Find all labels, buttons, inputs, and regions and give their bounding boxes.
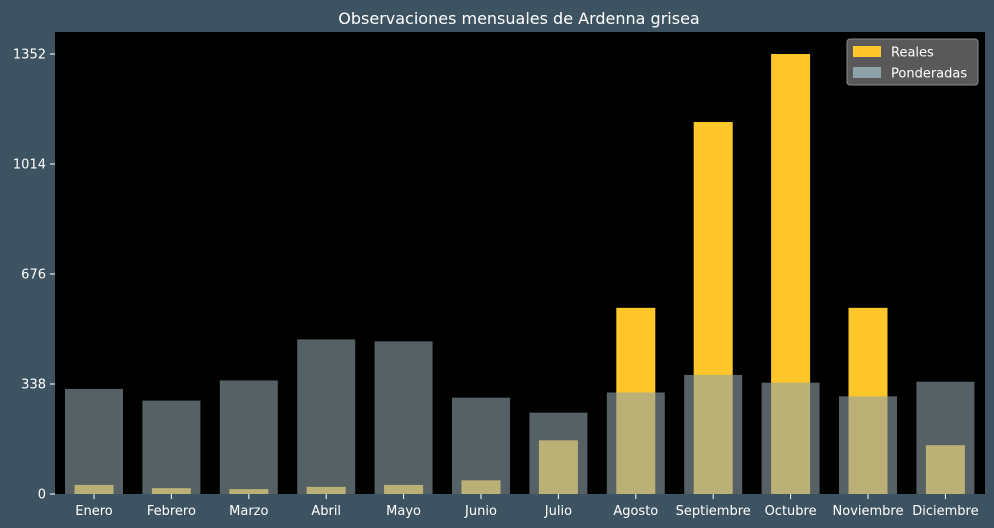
x-tick-label-3: Abril <box>311 504 341 519</box>
legend-label-0: Reales <box>891 46 934 61</box>
chart-title: Observaciones mensuales de Ardenna grise… <box>338 9 699 28</box>
plot-area <box>55 32 985 494</box>
bar-ponderadas-3 <box>297 339 356 494</box>
bar-ponderadas-11 <box>916 381 975 494</box>
bar-ponderadas-6 <box>529 412 588 494</box>
legend-swatch-1 <box>853 67 881 78</box>
legend: Reales Ponderadas <box>846 38 979 86</box>
y-tick-label-4: 1352 <box>13 48 46 63</box>
legend-label-1: Ponderadas <box>891 67 967 82</box>
x-tick-label-8: Septiembre <box>676 504 751 519</box>
x-tick-label-1: Febrero <box>147 504 196 519</box>
bar-ponderadas-8 <box>684 374 743 494</box>
bar-ponderadas-10 <box>839 396 897 494</box>
x-tick-label-5: Junio <box>464 504 497 519</box>
bar-ponderadas-0 <box>65 388 123 494</box>
y-tick-label-0: 0 <box>38 488 46 503</box>
bar-ponderadas-2 <box>219 380 278 494</box>
x-tick-label-4: Mayo <box>386 504 421 519</box>
x-tick-label-10: Noviembre <box>833 504 904 519</box>
x-tick-label-6: Julio <box>544 504 572 519</box>
weighted-bars <box>65 339 975 494</box>
y-axis: 0 338 676 1014 1352 <box>13 48 55 503</box>
x-tick-label-9: Octubre <box>765 504 817 519</box>
y-tick-label-2: 676 <box>21 268 46 283</box>
bar-ponderadas-5 <box>452 397 510 494</box>
y-tick-label-3: 1014 <box>13 158 46 173</box>
legend-swatch-0 <box>853 46 881 57</box>
bar-ponderadas-7 <box>606 392 665 494</box>
x-axis: Enero Febrero Marzo Abril Mayo Junio Julio Agos… <box>75 494 979 519</box>
y-tick-label-1: 338 <box>21 378 46 393</box>
x-tick-label-0: Enero <box>75 504 113 519</box>
bar-ponderadas-4 <box>374 341 433 494</box>
x-tick-label-7: Agosto <box>613 504 658 519</box>
x-tick-label-11: Diciembre <box>912 504 978 519</box>
bar-ponderadas-1 <box>142 400 201 494</box>
x-tick-label-2: Marzo <box>229 504 268 519</box>
bar-ponderadas-9 <box>761 382 820 494</box>
